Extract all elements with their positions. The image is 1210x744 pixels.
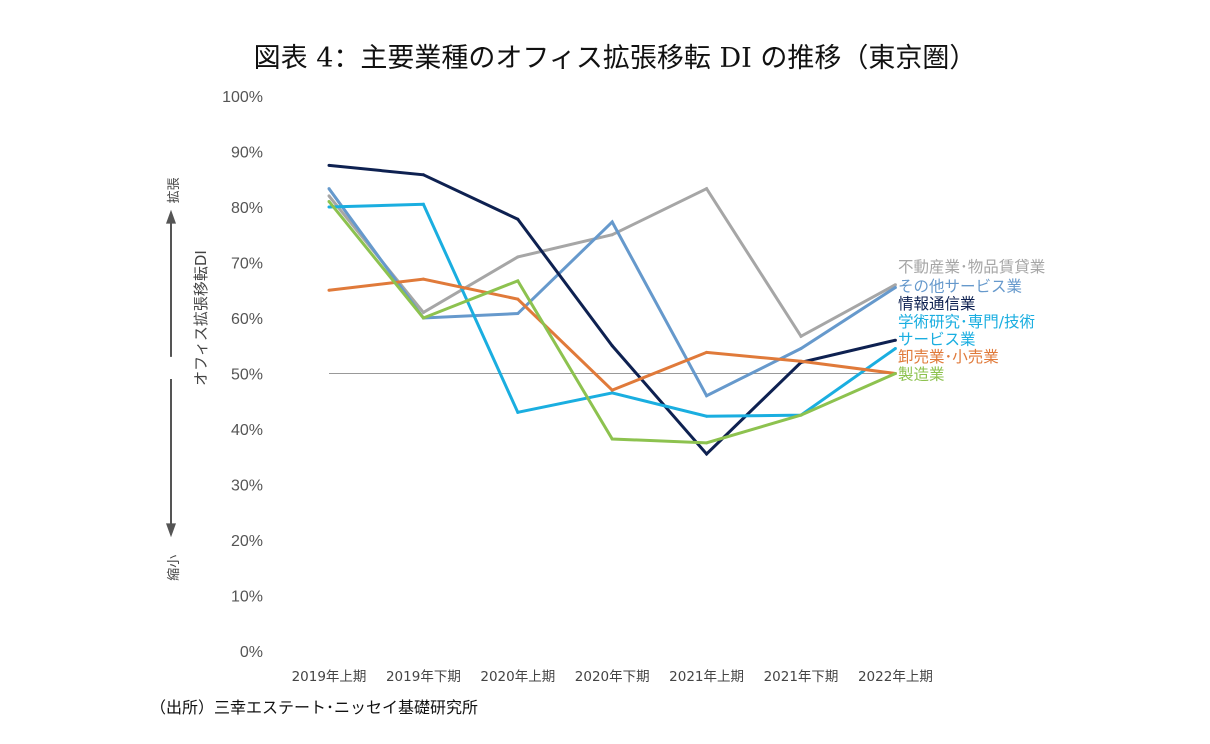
y-axis-label: オフィス拡張移転DI	[192, 250, 210, 386]
x-tick-label: 2020年上期	[480, 669, 555, 685]
x-tick-label: 2020年下期	[575, 669, 650, 685]
x-tick-label: 2021年上期	[669, 669, 744, 685]
y-tick-label: 60%	[231, 311, 263, 328]
legend-label: 製造業	[898, 366, 945, 384]
legend-label: 情報通信業	[898, 295, 976, 313]
x-tick-label: 2019年下期	[386, 669, 461, 685]
data-point	[421, 277, 425, 281]
data-point	[516, 297, 520, 301]
data-point	[893, 338, 897, 342]
arrow-down-icon	[166, 523, 176, 538]
chart-title: 図表 4：主要業種のオフィス拡張移転 DI の推移（東京圏）	[253, 43, 977, 74]
data-point	[327, 194, 331, 198]
y-annotation-shrink: 縮小	[166, 555, 182, 581]
data-point	[327, 187, 331, 191]
y-tick-label: 80%	[231, 200, 263, 217]
data-point	[705, 350, 709, 354]
data-point	[610, 233, 614, 237]
data-point	[610, 391, 614, 395]
data-point	[327, 288, 331, 292]
data-point	[799, 359, 803, 363]
data-point	[421, 316, 425, 320]
legend-label: その他サービス業	[898, 278, 1022, 296]
data-point	[610, 220, 614, 224]
data-point	[610, 388, 614, 392]
data-point	[705, 441, 709, 445]
y-tick-label: 70%	[231, 256, 263, 273]
y-tick-label: 90%	[231, 145, 263, 162]
x-tick-label: 2019年上期	[292, 669, 367, 685]
data-point	[516, 410, 520, 414]
series-line	[327, 187, 897, 398]
data-point	[799, 347, 803, 351]
data-point	[705, 394, 709, 398]
data-point	[705, 187, 709, 191]
x-tick-label: 2022年上期	[858, 669, 933, 685]
y-tick-label: 50%	[231, 367, 263, 384]
legend-label: 卸売業･小売業	[898, 348, 999, 366]
data-point	[799, 334, 803, 338]
data-point	[893, 285, 897, 289]
data-point	[705, 414, 709, 418]
data-point	[516, 312, 520, 316]
data-point	[516, 217, 520, 221]
legend-label: 不動産業･物品賃貸業	[898, 258, 1045, 276]
series-line	[327, 186, 897, 339]
data-point	[705, 452, 709, 456]
legend-label: サービス業	[898, 330, 976, 348]
data-point	[421, 310, 425, 314]
y-tick-label: 20%	[231, 533, 263, 550]
data-point	[421, 173, 425, 177]
data-point	[327, 205, 331, 209]
data-point	[421, 202, 425, 206]
y-tick-label: 40%	[231, 422, 263, 439]
y-tick-label: 0%	[240, 644, 263, 661]
y-tick-label: 100%	[222, 89, 263, 106]
source-note: （出所）三幸エステート･ニッセイ基礎研究所	[150, 698, 479, 717]
data-point	[610, 437, 614, 441]
arrow-up-icon	[166, 209, 176, 224]
data-point	[516, 255, 520, 259]
y-tick-label: 30%	[231, 478, 263, 495]
data-point	[799, 413, 803, 417]
data-point	[516, 279, 520, 283]
y-annotation-expand: 拡張	[167, 177, 182, 203]
data-point	[893, 372, 897, 375]
y-tick-label: 10%	[231, 589, 263, 606]
data-point	[893, 347, 897, 351]
data-point	[327, 163, 331, 167]
data-point	[893, 283, 897, 287]
x-tick-label: 2021年下期	[764, 669, 839, 685]
data-point	[327, 199, 331, 203]
data-point	[610, 344, 614, 348]
legend-label: 学術研究･専門/技術	[898, 313, 1035, 331]
